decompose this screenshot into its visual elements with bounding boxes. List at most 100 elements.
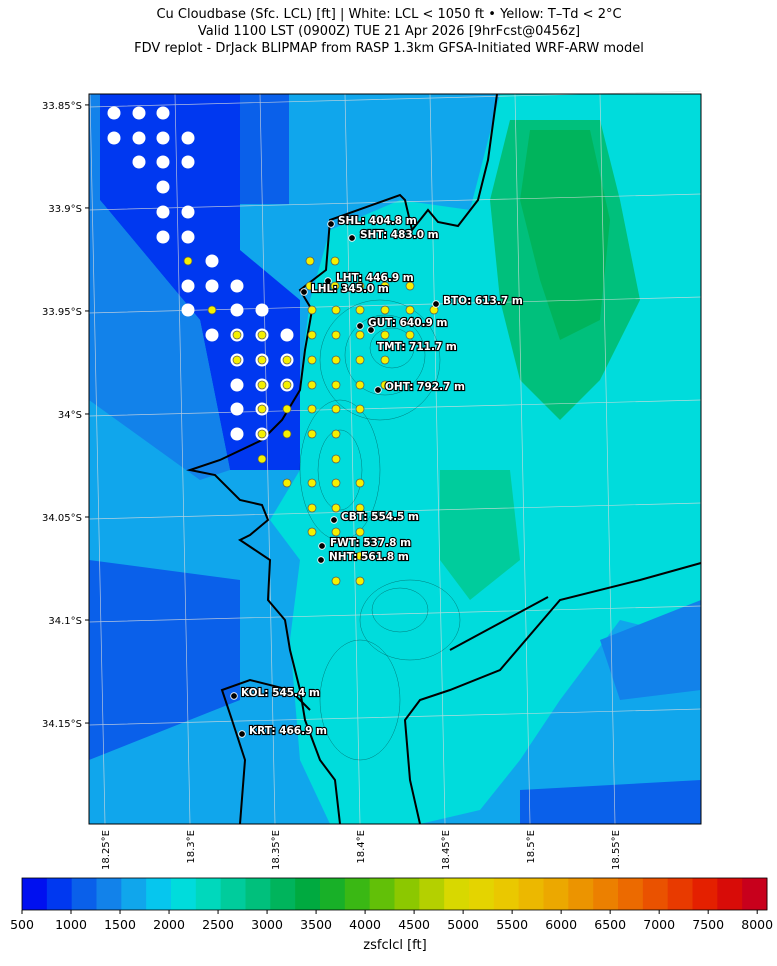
yellow-marker (330, 281, 340, 291)
white-marker (280, 328, 294, 342)
x-tick-label: 18.35°E (271, 830, 282, 870)
yellow-marker (305, 256, 315, 266)
yellow-marker (380, 330, 390, 340)
station-dot (367, 326, 375, 334)
station-dot (330, 516, 338, 524)
colorbar-tick-label: 7500 (692, 917, 724, 932)
colorbar-tick-label: 2500 (202, 917, 234, 932)
colorbar-swatch (344, 878, 371, 910)
y-tick-label: 34.05°S (42, 513, 82, 524)
colorbar-swatch (493, 878, 520, 910)
colorbar-swatch (667, 878, 693, 910)
white-marker (107, 131, 121, 145)
yellow-marker (355, 576, 365, 586)
station-label: FWT: 537.8 m (330, 537, 411, 549)
white-marker (181, 303, 195, 317)
white-marker (156, 205, 170, 219)
yellow-marker (257, 454, 267, 464)
x-tick-label: 18.55°E (611, 830, 622, 870)
colorbar-swatch (121, 878, 147, 910)
white-marker (230, 427, 244, 441)
yellow-marker (331, 503, 341, 513)
colorbar-swatch (444, 878, 470, 910)
yellow-marker (331, 551, 341, 561)
station-label: SHT: 483.0 m (360, 229, 439, 241)
colorbar-swatch (692, 878, 718, 910)
map-frame (88, 93, 702, 825)
yellow-marker (307, 478, 317, 488)
white-marker (181, 279, 195, 293)
white-marker (230, 279, 244, 293)
colorbar-swatch (618, 878, 644, 910)
colorbar-swatch (46, 878, 73, 910)
colorbar-swatch (71, 878, 97, 910)
white-marker (181, 205, 195, 219)
yellow-marker (380, 305, 390, 315)
colorbar-tick-label: 1500 (104, 917, 136, 932)
colorbar-tick-label: 500 (10, 917, 34, 932)
graticule (88, 90, 702, 825)
yellow-marker (331, 305, 341, 315)
white-marker (181, 131, 195, 145)
yellow-marker (355, 527, 365, 537)
colorbar-tick-label: 4500 (398, 917, 430, 932)
yellow-marker (282, 380, 292, 390)
station-dot (238, 730, 246, 738)
white-marker (156, 106, 170, 120)
axes: 33.85°S 33.9°S 33.95°S 34°S 34.05°S 34.1°S 34.… (42, 101, 622, 870)
yellow-marker (355, 478, 365, 488)
colorbar-swatch (96, 878, 122, 910)
yellow-marker (355, 330, 365, 340)
station-label: LHT: 446.9 m (336, 272, 414, 284)
station-label: KRT: 466.9 m (249, 725, 327, 737)
white-marker (156, 155, 170, 169)
yellow-marker (405, 281, 415, 291)
colorbar-swatch (568, 878, 594, 910)
x-tick-label: 18.4°E (356, 830, 367, 864)
yellow-marker (257, 429, 267, 439)
white-marker (132, 106, 146, 120)
stations: SHL: 404.8 m SHT: 483.0 m LHT: 446.9 mLHL:… (230, 214, 524, 738)
colorbar-swatch (593, 878, 619, 910)
station-label: OHT: 792.7 m (385, 381, 465, 393)
yellow-marker (331, 380, 341, 390)
yellow-marker (331, 355, 341, 365)
white-marker (156, 131, 170, 145)
yellow-marker (257, 380, 267, 390)
colorbar-tick-label: 2000 (153, 917, 185, 932)
yellow-marker (405, 330, 415, 340)
colorbar-swatch (295, 878, 321, 910)
yellow-marker (331, 527, 341, 537)
colorbar-tick-label: 1000 (55, 917, 87, 932)
y-tick-label: 34.15°S (42, 719, 82, 730)
cloud-markers (107, 106, 439, 586)
colorbar-swatch (717, 878, 743, 910)
station-label: SHL: 404.8 m (338, 215, 417, 227)
white-marker (132, 131, 146, 145)
station-dot (348, 234, 356, 242)
white-marker (181, 230, 195, 244)
colorbar-tick-label: 4000 (349, 917, 381, 932)
yellow-marker (355, 380, 365, 390)
x-tick-label: 18.45°E (441, 830, 452, 870)
yellow-marker (355, 404, 365, 414)
white-marker (205, 328, 219, 342)
yellow-marker (257, 404, 267, 414)
colorbar-swatch (518, 878, 544, 910)
colorbar-label: zsfclcl [ft] (363, 938, 426, 953)
colorbar-swatch (245, 878, 271, 910)
station-dot (317, 556, 325, 564)
yellow-marker (282, 429, 292, 439)
yellow-marker (355, 281, 365, 291)
colorbar-tick-label: 8000 (741, 917, 773, 932)
station-dot (300, 288, 308, 296)
yellow-marker (305, 281, 315, 291)
yellow-marker (307, 404, 317, 414)
yellow-marker (331, 404, 341, 414)
yellow-marker (232, 355, 242, 365)
y-tick-label: 33.9°S (48, 204, 82, 215)
colorbar-tick-label: 3000 (251, 917, 283, 932)
yellow-marker (331, 454, 341, 464)
white-marker (156, 230, 170, 244)
colorbar-swatch (320, 878, 346, 910)
